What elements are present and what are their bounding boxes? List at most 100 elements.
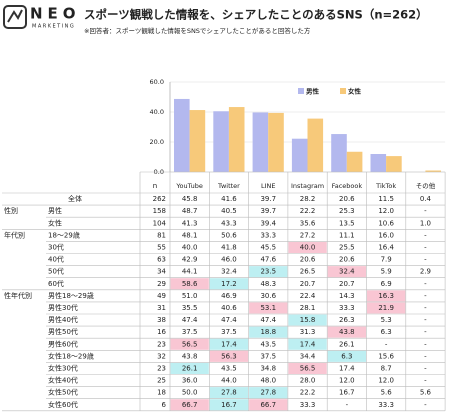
highlight-high — [327, 326, 366, 338]
cell: 48.0 — [260, 377, 276, 385]
cell: 33.3 — [300, 401, 316, 409]
cell: 33.3 — [260, 231, 276, 239]
cell: 15.6 — [378, 352, 394, 360]
highlight-low — [209, 399, 249, 411]
row-n: 25 — [157, 377, 166, 385]
cell: 40.0 — [300, 243, 316, 251]
bar — [291, 138, 308, 172]
row-n: 49 — [157, 292, 166, 300]
cell: 14.3 — [339, 292, 355, 300]
cell: 34.4 — [300, 352, 316, 360]
legend-label: 男性 — [305, 87, 320, 96]
cell: 12.0 — [378, 377, 394, 385]
row-label: 女性60代 — [48, 400, 78, 409]
cell: 20.6 — [339, 195, 355, 203]
cell: - — [346, 401, 349, 409]
cell: 56.5 — [300, 364, 316, 372]
bar — [252, 112, 269, 172]
cell: 26.1 — [182, 364, 198, 372]
cell: 43.8 — [182, 352, 198, 360]
cell: - — [424, 377, 427, 385]
cell: - — [424, 207, 427, 215]
row-n: 262 — [153, 195, 166, 203]
cell: 20.6 — [300, 256, 316, 264]
cell: 35.6 — [300, 219, 316, 227]
bar — [213, 111, 229, 172]
cell: 40.0 — [182, 243, 198, 251]
highlight-high — [288, 362, 327, 374]
title: スポーツ観戦した情報を、シェアしたことのあるSNS（n=262） — [84, 8, 428, 22]
cell: 50.0 — [182, 389, 198, 397]
cell: 45.5 — [260, 243, 276, 251]
cell: 66.7 — [182, 401, 198, 409]
highlight-high — [249, 399, 288, 411]
cell: 44.0 — [221, 377, 237, 385]
row-n: 6 — [162, 401, 167, 409]
row-label: 男性30代 — [48, 303, 78, 312]
highlight-low — [288, 338, 327, 350]
cell: 8.7 — [381, 364, 392, 372]
cell: 17.2 — [221, 280, 237, 288]
row-n: 34 — [157, 268, 166, 276]
cell: 26.1 — [339, 340, 355, 348]
row-label: 男性18～29歳 — [48, 291, 94, 300]
cell: 43.3 — [221, 219, 237, 227]
row-label: 男性50代 — [48, 327, 78, 336]
cell: 56.5 — [182, 340, 198, 348]
cell: 20.6 — [339, 256, 355, 264]
row-n: 55 — [157, 243, 166, 251]
cell: 6.9 — [381, 280, 392, 288]
highlight-high — [170, 278, 209, 290]
cell: 33.3 — [339, 304, 355, 312]
cell: 16.7 — [339, 389, 355, 397]
row-n: 23 — [157, 340, 166, 348]
cell: 5.6 — [381, 389, 393, 397]
cell: 34.8 — [260, 364, 276, 372]
row-label: 18～29歳 — [48, 230, 80, 239]
cell: 20.7 — [339, 280, 355, 288]
y-tick-label: 60.0 — [150, 78, 164, 86]
row-n: 16 — [157, 328, 166, 336]
highlight-low — [170, 362, 209, 374]
bar — [307, 118, 324, 172]
y-tick-label: 20.0 — [150, 138, 164, 146]
row-n: 158 — [153, 207, 166, 215]
row-label: 30代 — [48, 242, 64, 251]
logo: NEO — [30, 5, 81, 23]
row-n: 63 — [157, 256, 166, 264]
cell: 22.2 — [300, 389, 316, 397]
column-header: LINE — [261, 182, 276, 190]
cell: - — [424, 328, 427, 336]
cell: 16.0 — [378, 231, 394, 239]
cell: 40.5 — [221, 207, 237, 215]
cell: 25.5 — [339, 243, 355, 251]
cell: 32.4 — [221, 268, 237, 276]
highlight-low — [209, 278, 249, 290]
row-n: 23 — [157, 364, 166, 372]
cell: 36.0 — [182, 377, 198, 385]
cell: 45.8 — [182, 195, 198, 203]
subtitle: ※回答者：スポーツ観戦した情報をSNSでシェアしたことがあると回答した方 — [84, 26, 311, 35]
row-n: 18 — [157, 389, 166, 397]
row-label: 男性40代 — [48, 315, 78, 324]
cell: - — [424, 352, 427, 360]
cell: 2.9 — [420, 268, 431, 276]
bar — [228, 107, 245, 172]
cell: - — [424, 256, 427, 264]
row-n: 38 — [157, 316, 166, 324]
cell: - — [424, 401, 427, 409]
highlight-high — [170, 399, 209, 411]
highlight-high — [367, 302, 406, 314]
cell: 39.7 — [260, 195, 276, 203]
cell: 48.7 — [182, 207, 198, 215]
logo-icon — [3, 5, 27, 29]
cell: 39.7 — [260, 207, 276, 215]
cell: 47.6 — [260, 256, 276, 264]
column-header: YouTube — [175, 182, 202, 190]
row-group: 性別 — [4, 206, 18, 215]
bar — [331, 134, 347, 172]
cell: - — [424, 280, 427, 288]
cell: 17.4 — [339, 364, 355, 372]
cell: 66.7 — [260, 401, 276, 409]
highlight-low — [249, 266, 288, 278]
